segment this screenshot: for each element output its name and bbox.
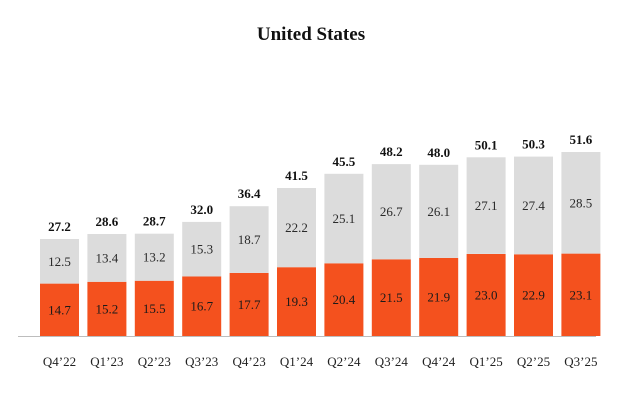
value-label-bottom: 19.3 (285, 294, 308, 309)
value-label-bottom: 23.1 (570, 287, 593, 302)
total-label: 45.5 (333, 154, 356, 169)
value-label-bottom: 20.4 (333, 292, 356, 307)
total-label: 32.0 (190, 202, 213, 217)
x-tick-label: Q2’23 (138, 354, 171, 369)
bar-segment-top (182, 221, 222, 277)
total-label: 50.3 (522, 137, 545, 152)
value-label-bottom: 15.5 (143, 301, 166, 316)
bar-segment-top (87, 234, 127, 282)
x-tick-label: Q3’24 (375, 354, 409, 369)
value-label-top: 27.1 (475, 198, 498, 213)
bar-segment-bottom (229, 272, 269, 336)
x-tick-label: Q3’25 (564, 354, 597, 369)
value-label-bottom: 16.7 (190, 299, 213, 314)
bar-segment-bottom (324, 263, 364, 336)
bar-segment-top (229, 206, 269, 273)
bar-segment-bottom (466, 254, 506, 336)
value-label-bottom: 22.9 (522, 288, 545, 303)
total-label: 41.5 (285, 168, 308, 183)
value-label-top: 22.2 (285, 220, 308, 235)
value-label-bottom: 15.2 (96, 301, 119, 316)
total-label: 48.2 (380, 144, 403, 159)
bar-segment-top (561, 152, 601, 254)
value-label-top: 26.1 (427, 204, 450, 219)
value-label-top: 13.4 (96, 250, 119, 265)
x-tick-label: Q4’24 (422, 354, 456, 369)
x-tick-label: Q1’23 (90, 354, 123, 369)
total-label: 50.1 (475, 137, 498, 152)
bar-segment-bottom (40, 283, 79, 336)
value-label-bottom: 23.0 (475, 288, 498, 303)
x-tick-label: Q3’23 (185, 354, 218, 369)
value-label-top: 26.7 (380, 204, 403, 219)
bar-segment-bottom (87, 281, 127, 336)
x-tick-label: Q2’25 (517, 354, 550, 369)
bar-segment-bottom (134, 280, 174, 336)
bar-segment-top (466, 157, 506, 254)
total-label: 36.4 (238, 186, 261, 201)
value-label-bottom: 17.7 (238, 297, 261, 312)
value-label-top: 15.3 (190, 242, 213, 257)
x-tick-label: Q4’23 (232, 354, 265, 369)
x-tick-label: Q4’22 (43, 354, 76, 369)
x-tick-label: Q2’24 (327, 354, 361, 369)
bar-segment-bottom (514, 254, 553, 336)
bar-segment-bottom (419, 257, 459, 336)
total-label: 28.6 (96, 214, 119, 229)
total-label: 51.6 (570, 132, 593, 147)
value-label-top: 27.4 (522, 198, 545, 213)
total-label: 27.2 (48, 219, 71, 234)
bar-segment-bottom (371, 259, 411, 336)
bar-segment-bottom (182, 276, 222, 336)
value-label-top: 28.5 (570, 195, 593, 210)
value-label-top: 12.5 (48, 254, 71, 269)
x-tick-label: Q1’25 (469, 354, 502, 369)
bar-segment-top (371, 164, 411, 260)
value-label-bottom: 14.7 (48, 302, 71, 317)
bar-segment-bottom (561, 253, 601, 336)
value-label-bottom: 21.5 (380, 290, 403, 305)
bar-segment-top (277, 188, 316, 268)
bar-segment-top (514, 156, 553, 255)
value-label-top: 18.7 (238, 232, 261, 247)
bar-segment-top (324, 173, 364, 264)
value-label-top: 13.2 (143, 250, 166, 265)
bar-segment-top (419, 164, 459, 258)
bar-segment-bottom (277, 267, 316, 336)
bar-segment-top (40, 239, 79, 284)
x-tick-label: Q1’24 (280, 354, 314, 369)
value-label-bottom: 21.9 (427, 290, 450, 305)
total-label: 48.0 (427, 145, 450, 160)
chart-title: United States (256, 24, 366, 45)
value-label-top: 25.1 (333, 211, 356, 226)
bar-segment-top (134, 233, 174, 281)
total-label: 28.7 (143, 214, 166, 229)
